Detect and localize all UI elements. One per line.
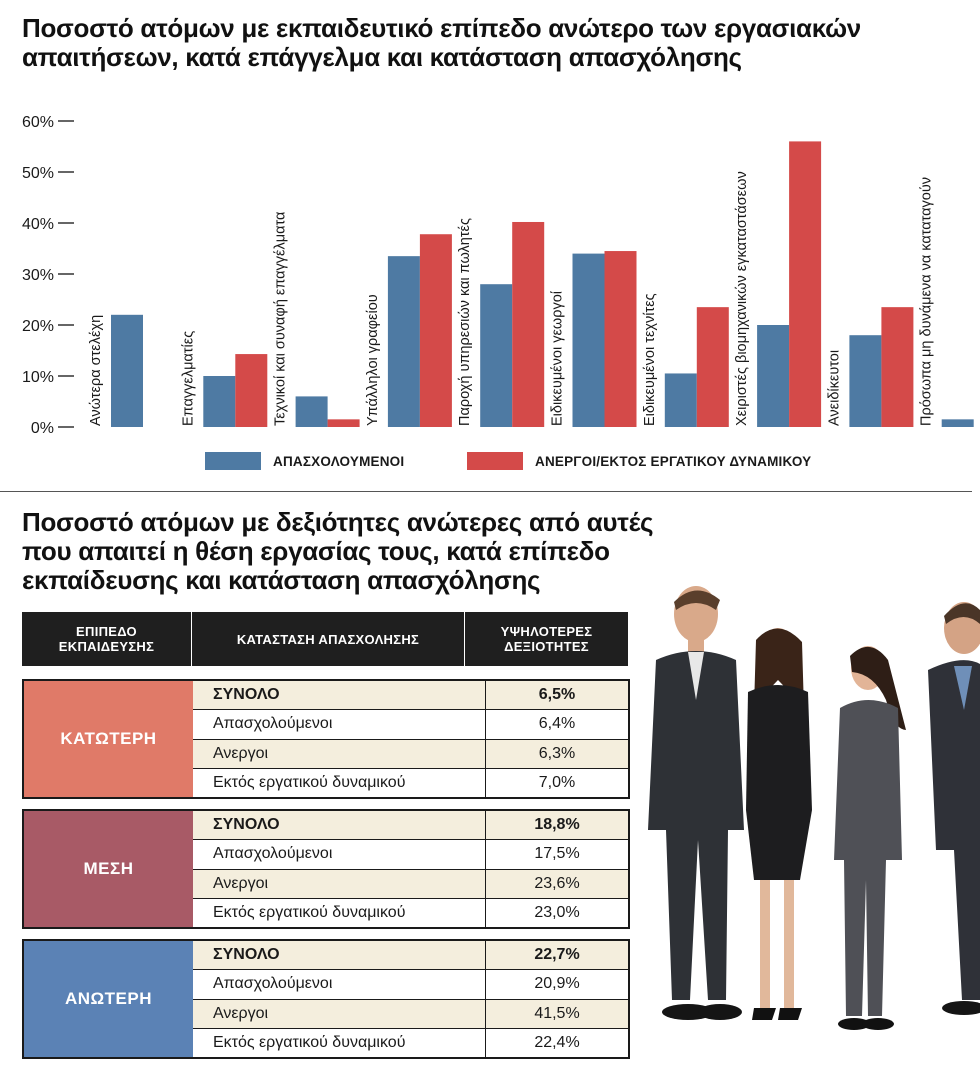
bar-unemployed: [327, 419, 360, 427]
legend-item-employed: ΑΠΑΣΧΟΛΟΥΜΕΝΟΙ: [205, 451, 404, 471]
bar-employed: [480, 284, 513, 427]
table-row: Ανεργοι 6,3%: [193, 739, 628, 769]
category-label: Επαγγελματίες: [180, 331, 196, 426]
legend-swatch-unemployed: [467, 452, 523, 470]
status-cell: Εκτός εργατικού δυναμικού: [193, 1028, 486, 1057]
value-cell: 23,6%: [534, 874, 580, 892]
table-row: ΣΥΝΟΛΟ 6,5%: [193, 681, 628, 711]
status-cell: Ανεργοι: [193, 999, 486, 1028]
bar-employed: [572, 253, 605, 427]
bar-employed: [111, 314, 143, 427]
status-cell: Ανεργοι: [193, 739, 486, 768]
status-cell: Εκτός εργατικού δυναμικού: [193, 898, 486, 927]
table-group-higher: ΑΝΩΤΕΡΗ ΣΥΝΟΛΟ 22,7% Απασχολούμενοι 20,9% …: [22, 939, 630, 1059]
status-cell: Απασχολούμενοι: [193, 970, 486, 999]
category-label: Παροχή υπηρεσιών και πωλητές: [457, 218, 473, 426]
header-education-level: ΕΠΙΠΕΔΟ ΕΚΠΑΙΔΕΥΣΗΣ: [22, 612, 192, 666]
status-cell: Απασχολούμενοι: [193, 840, 486, 869]
legend-swatch-employed: [205, 452, 261, 470]
bar-employed: [295, 396, 328, 427]
bar-employed: [757, 325, 790, 427]
person-man-2: [928, 602, 980, 1015]
value-cell: 20,9%: [534, 975, 580, 993]
bar-unemployed: [789, 141, 822, 427]
bar-employed: [203, 376, 236, 427]
category-label: Υπάλληλοι γραφείου: [365, 294, 381, 426]
group-label-lower: ΚΑΤΩΤΕΡΗ: [24, 681, 193, 797]
header-higher-skills: ΥΨΗΛΟΤΕΡΕΣ ΔΕΞΙΟΤΗΤΕΣ: [500, 624, 593, 654]
legend-label-unemployed: ΑΝΕΡΓΟΙ/ΕΚΤΟΣ ΕΡΓΑΤΙΚΟΥ ΔΥΝΑΜΙΚΟΥ: [535, 453, 812, 469]
y-tick-label: 20%: [22, 318, 54, 335]
table-group-middle: ΜΕΣΗ ΣΥΝΟΛΟ 18,8% Απασχολούμενοι 17,5% Ανε…: [22, 809, 630, 929]
y-tick-label: 30%: [22, 267, 54, 284]
chart-title: Ποσοστό ατόμων με εκπαιδευτικό επίπεδο α…: [22, 13, 861, 72]
status-cell: Απασχολούμενοι: [193, 710, 486, 739]
bar-unemployed: [419, 234, 452, 427]
category-label: Ειδικευμένοι τεχνίτες: [642, 293, 658, 426]
table-row: ΣΥΝΟΛΟ 18,8%: [193, 811, 628, 841]
value-cell: 22,7%: [534, 946, 580, 964]
section-divider: [0, 491, 972, 492]
legend-item-unemployed: ΑΝΕΡΓΟΙ/ΕΚΤΟΣ ΕΡΓΑΤΙΚΟΥ ΔΥΝΑΜΙΚΟΥ: [467, 451, 811, 471]
status-cell: ΣΥΝΟΛΟ: [193, 811, 486, 840]
status-cell: Εκτός εργατικού δυναμικού: [193, 768, 486, 797]
table-row: Ανεργοι 23,6%: [193, 869, 628, 899]
value-cell: 41,5%: [534, 1004, 580, 1022]
value-cell: 6,3%: [538, 744, 576, 762]
category-label: Ανώτερα στελέχη: [88, 315, 104, 426]
value-cell: 6,5%: [538, 686, 576, 704]
person-man-1: [648, 586, 744, 1020]
bar-unemployed: [512, 221, 545, 427]
table-group-lower: ΚΑΤΩΤΕΡΗ ΣΥΝΟΛΟ 6,5% Απασχολούμενοι 6,4% Α…: [22, 679, 630, 799]
y-tick-label: 0%: [31, 420, 54, 437]
value-cell: 7,0%: [538, 773, 576, 791]
table-row: Εκτός εργατικού δυναμικού 7,0%: [193, 768, 628, 797]
category-label: Πρόσωπα μη δυνάμενα να καταταγούν: [919, 177, 935, 426]
bar-employed: [849, 335, 882, 427]
bar-employed: [664, 373, 697, 427]
y-tick-label: 60%: [22, 114, 54, 131]
category-label: Τεχνικοί και συναφή επαγγέλματα: [273, 212, 289, 426]
status-cell: Ανεργοι: [193, 869, 486, 898]
value-cell: 6,4%: [538, 715, 576, 733]
bar-unemployed: [881, 307, 914, 427]
table-row: ΣΥΝΟΛΟ 22,7%: [193, 941, 628, 971]
table-row: Απασχολούμενοι 20,9%: [193, 970, 628, 1000]
status-cell: ΣΥΝΟΛΟ: [193, 941, 486, 970]
group-label-higher: ΑΝΩΤΕΡΗ: [24, 941, 193, 1057]
category-label: Ειδικευμένοι γεωργοί: [550, 290, 566, 426]
table-title: Ποσοστό ατόμων με δεξιότητες ανώτερες απ…: [22, 507, 654, 595]
person-woman-1: [746, 628, 812, 1020]
bar-unemployed: [604, 251, 637, 427]
table-row: Ανεργοι 41,5%: [193, 999, 628, 1029]
legend-label-employed: ΑΠΑΣΧΟΛΟΥΜΕΝΟΙ: [273, 453, 405, 469]
bar-unemployed: [696, 307, 729, 427]
table-row: Εκτός εργατικού δυναμικού 22,4%: [193, 1028, 628, 1057]
table-row: Εκτός εργατικού δυναμικού 23,0%: [193, 898, 628, 927]
value-cell: 22,4%: [534, 1033, 580, 1051]
table-row: Απασχολούμενοι 17,5%: [193, 840, 628, 870]
table-header: ΕΠΙΠΕΔΟ ΕΚΠΑΙΔΕΥΣΗΣ ΚΑΤΑΣΤΑΣΗ ΑΠΑΣΧΟΛΗΣΗ…: [22, 612, 628, 666]
y-tick-label: 10%: [22, 369, 54, 386]
bar-employed: [387, 256, 420, 427]
value-cell: 23,0%: [534, 903, 580, 921]
group-label-middle: ΜΕΣΗ: [24, 811, 193, 927]
y-tick-label: 50%: [22, 165, 54, 182]
category-label: Ανειδίκευτοι: [826, 350, 842, 426]
table-row: Απασχολούμενοι 6,4%: [193, 710, 628, 740]
header-employment-status: ΚΑΤΑΣΤΑΣΗ ΑΠΑΣΧΟΛΗΣΗΣ: [192, 612, 465, 666]
people-queue-illustration: [648, 586, 980, 1030]
value-cell: 17,5%: [534, 845, 580, 863]
bar-chart: 0% 10% 20% 30% 40% 50% 60% Ανώτερα στελέχη Επαγγ…: [22, 114, 974, 437]
category-label: Χειριστές βιομηχανικών εγκαταστάσεων: [734, 171, 750, 426]
person-woman-2: [834, 646, 906, 1030]
status-cell: ΣΥΝΟΛΟ: [193, 681, 486, 710]
bar-employed: [941, 419, 974, 427]
y-tick-label: 40%: [22, 216, 54, 233]
bar-unemployed: [235, 354, 268, 427]
value-cell: 18,8%: [534, 816, 580, 834]
